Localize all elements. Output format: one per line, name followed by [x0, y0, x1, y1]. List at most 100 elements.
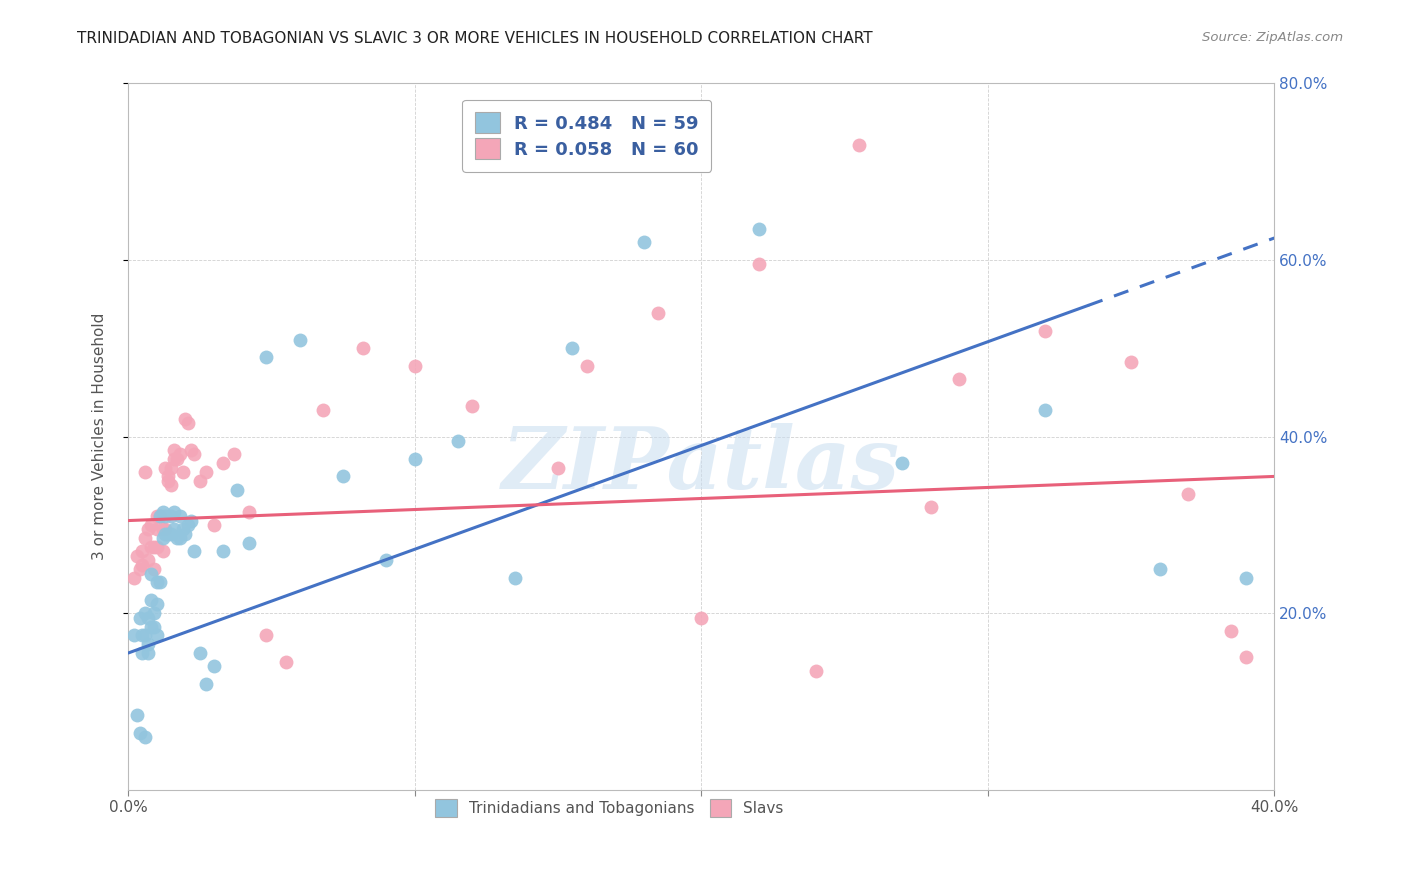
Point — [274, 655, 297, 669]
Point — [136, 610, 159, 624]
Point — [157, 526, 180, 541]
Point — [134, 465, 156, 479]
Point — [149, 509, 172, 524]
Point — [169, 447, 191, 461]
Point — [163, 522, 186, 536]
Point — [254, 628, 277, 642]
Point — [188, 646, 211, 660]
Point — [142, 619, 165, 633]
Text: ZIPatlas: ZIPatlas — [502, 423, 900, 507]
Point — [172, 522, 194, 536]
Point — [254, 350, 277, 364]
Point — [1033, 324, 1056, 338]
Point — [157, 474, 180, 488]
Point — [447, 434, 470, 448]
Point — [375, 553, 398, 567]
Point — [1119, 354, 1142, 368]
Point — [174, 526, 197, 541]
Y-axis label: 3 or more Vehicles in Household: 3 or more Vehicles in Household — [93, 313, 107, 560]
Point — [748, 222, 770, 236]
Point — [128, 610, 150, 624]
Point — [125, 549, 148, 563]
Point — [180, 514, 202, 528]
Point — [194, 677, 217, 691]
Point — [194, 465, 217, 479]
Point — [139, 593, 162, 607]
Point — [134, 730, 156, 744]
Point — [332, 469, 354, 483]
Point — [125, 707, 148, 722]
Point — [131, 558, 153, 572]
Point — [146, 575, 169, 590]
Point — [180, 442, 202, 457]
Point — [136, 553, 159, 567]
Point — [920, 500, 942, 515]
Point — [152, 544, 174, 558]
Point — [172, 465, 194, 479]
Point — [169, 531, 191, 545]
Point — [131, 628, 153, 642]
Point — [224, 447, 246, 461]
Point — [848, 138, 870, 153]
Point — [160, 509, 183, 524]
Point — [1234, 650, 1257, 665]
Point — [128, 562, 150, 576]
Point — [136, 522, 159, 536]
Point — [163, 505, 186, 519]
Point — [149, 509, 172, 524]
Point — [202, 659, 225, 673]
Point — [211, 544, 233, 558]
Point — [404, 451, 426, 466]
Point — [122, 628, 145, 642]
Point — [1033, 403, 1056, 417]
Point — [1177, 487, 1199, 501]
Point — [352, 342, 374, 356]
Point — [139, 566, 162, 581]
Point — [188, 474, 211, 488]
Point — [690, 610, 713, 624]
Point — [146, 628, 169, 642]
Point — [461, 399, 484, 413]
Point — [155, 460, 177, 475]
Point — [149, 575, 172, 590]
Point — [174, 412, 197, 426]
Text: TRINIDADIAN AND TOBAGONIAN VS SLAVIC 3 OR MORE VEHICLES IN HOUSEHOLD CORRELATION: TRINIDADIAN AND TOBAGONIAN VS SLAVIC 3 O… — [77, 31, 873, 46]
Point — [177, 518, 200, 533]
Point — [157, 469, 180, 483]
Point — [547, 460, 569, 475]
Point — [128, 725, 150, 739]
Point — [312, 403, 335, 417]
Point — [155, 522, 177, 536]
Point — [134, 607, 156, 621]
Point — [890, 456, 912, 470]
Point — [633, 235, 655, 250]
Point — [163, 451, 186, 466]
Point — [169, 509, 191, 524]
Point — [166, 531, 188, 545]
Point — [561, 342, 583, 356]
Point — [134, 628, 156, 642]
Point — [136, 637, 159, 651]
Point — [152, 505, 174, 519]
Point — [146, 522, 169, 536]
Point — [122, 571, 145, 585]
Point — [136, 646, 159, 660]
Point — [647, 306, 669, 320]
Point — [139, 518, 162, 533]
Point — [404, 359, 426, 373]
Point — [226, 483, 249, 497]
Point — [160, 526, 183, 541]
Point — [139, 619, 162, 633]
Point — [160, 478, 183, 492]
Point — [948, 372, 970, 386]
Point — [146, 598, 169, 612]
Text: Source: ZipAtlas.com: Source: ZipAtlas.com — [1202, 31, 1343, 45]
Point — [134, 531, 156, 545]
Point — [1149, 562, 1171, 576]
Point — [177, 417, 200, 431]
Point — [575, 359, 598, 373]
Point — [238, 505, 260, 519]
Point — [202, 518, 225, 533]
Point — [142, 562, 165, 576]
Point — [146, 509, 169, 524]
